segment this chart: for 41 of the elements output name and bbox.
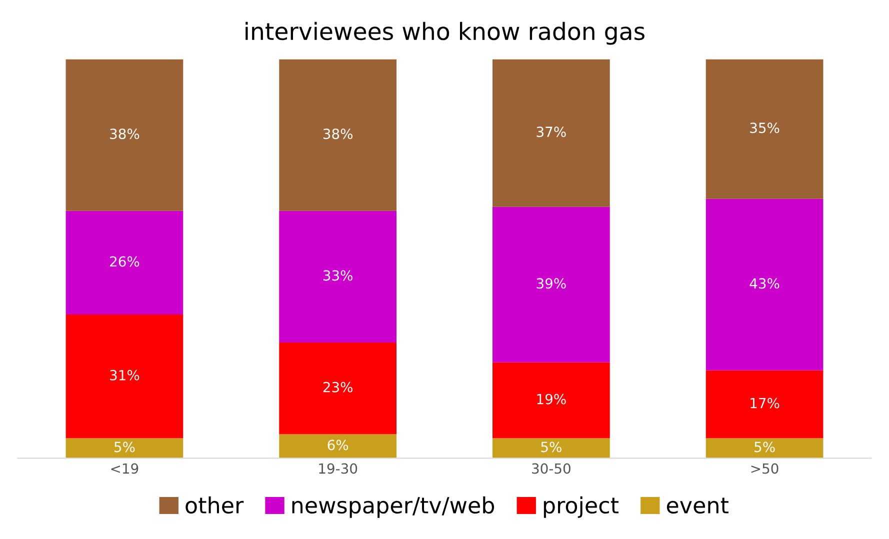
bar — [279, 59, 396, 211]
x-tick-label: <19 — [111, 463, 138, 474]
bar — [706, 59, 824, 199]
bar — [706, 438, 824, 458]
data-label: 37% — [536, 126, 566, 138]
bar — [492, 206, 610, 362]
bar — [279, 342, 396, 434]
legend-label: project — [544, 496, 619, 518]
data-label: 17% — [750, 398, 780, 408]
legend-label: newspaper/tv/web — [292, 496, 494, 518]
bar — [66, 438, 184, 458]
data-label: 5% — [754, 442, 775, 452]
bar — [66, 210, 184, 315]
data-label: 26% — [110, 256, 140, 267]
data-label: 5% — [541, 442, 562, 452]
x-tick-label: >50 — [751, 463, 778, 474]
data-label: 5% — [114, 442, 135, 452]
bar — [492, 438, 610, 458]
data-label: 38% — [323, 128, 352, 140]
bar — [66, 314, 184, 438]
x-tick-label: 30-50 — [532, 463, 570, 474]
data-label: 19% — [537, 394, 566, 404]
bar — [492, 59, 610, 207]
bar — [66, 59, 184, 211]
data-label: 38% — [110, 128, 140, 140]
data-label: 35% — [750, 122, 780, 134]
data-label: 43% — [750, 278, 780, 289]
bar — [492, 362, 610, 438]
data-label: 31% — [110, 370, 140, 380]
data-label: 6% — [328, 440, 348, 450]
bar — [279, 434, 396, 458]
bar — [706, 370, 824, 438]
legend-label: event — [666, 498, 728, 514]
data-label: 23% — [323, 382, 352, 392]
bar — [279, 210, 396, 342]
data-label: 39% — [536, 278, 566, 289]
data-label: 33% — [323, 270, 352, 281]
x-tick-label: 19-30 — [319, 463, 358, 474]
chart-title: interviewees who know radon gas — [246, 22, 644, 45]
bar — [706, 198, 824, 370]
legend-label: other — [186, 496, 244, 514]
